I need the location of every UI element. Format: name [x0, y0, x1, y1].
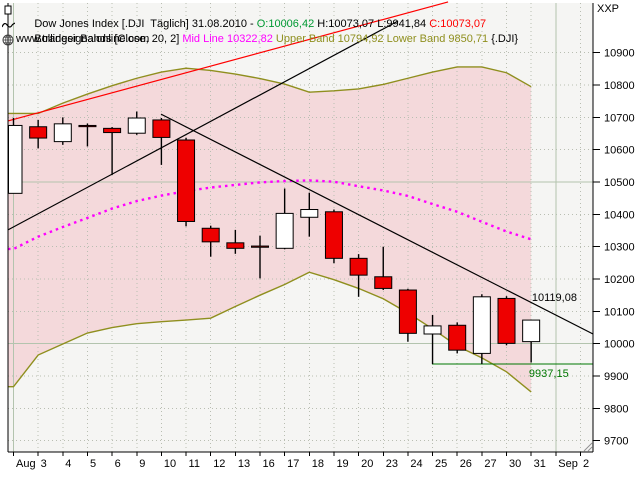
x-tick-label: 13 [238, 458, 250, 470]
candle-body-down [497, 297, 516, 344]
x-tick-label: 6 [115, 458, 121, 470]
close-value: C:10073,07 [429, 18, 487, 30]
bollinger-lower-band-line [8, 271, 532, 393]
candle-body-up [423, 325, 442, 335]
bollinger-band-fill [8, 66, 532, 392]
candle-body-down [226, 242, 245, 249]
x-tick-label: 4 [65, 458, 71, 470]
candle-body-down [152, 119, 171, 138]
lower-band-value: Lower Band 9850,71 [386, 33, 492, 45]
high-low-values: H:10073,07 L:9941,84 [317, 18, 430, 30]
x-tick-label: 26 [460, 458, 472, 470]
y-tick-label: 10600 [604, 145, 635, 157]
x-tick-label: 31 [534, 458, 546, 470]
indicator-symbol-suffix: {.DJI} [491, 33, 519, 45]
y-axis-labels: 10900 10800 10700 10600 10500 10400 10300 10200… [593, 48, 635, 448]
x-tick-label: 23 [386, 458, 398, 470]
candle-body-down [374, 276, 393, 289]
candle-body-up [53, 123, 72, 143]
watermark-url: www.tradesignalonline.com [16, 33, 150, 45]
support-value-label: 9937,15 [529, 368, 569, 380]
x-tick-label: 9 [139, 458, 145, 470]
candle-body-down [324, 211, 343, 259]
indicator-wave-icon [2, 18, 15, 32]
x-tick-label: Sep [558, 458, 578, 470]
candle-body-down [29, 126, 48, 139]
y-tick-label: 10900 [604, 48, 635, 60]
x-tick-label: 12 [213, 458, 225, 470]
x-axis-labels: Aug 3 4 5 6 9 10 11 12 13 16 17 18 19 20 23 24 25 26 27 30 31… [13, 452, 589, 470]
trendlines [7, 1, 594, 335]
x-tick-label: 16 [263, 458, 275, 470]
descending-resistance-trendline [160, 113, 594, 335]
resize-handle[interactable] [583, 442, 593, 452]
y-tick-label: 10800 [604, 80, 635, 92]
open-value: O:10006,42 [256, 18, 318, 30]
candle-body-down [251, 245, 269, 248]
y-tick-label: 10300 [604, 242, 635, 254]
candlestick-legend-icon [2, 3, 15, 17]
x-tick-label: 24 [410, 458, 422, 470]
x-tick-label: 27 [484, 458, 496, 470]
x-tick-label: 2 [583, 458, 589, 470]
candle-body-up [275, 212, 294, 249]
y-tick-label: 10700 [604, 112, 635, 124]
x-tick-label: 25 [435, 458, 447, 470]
x-tick-label: 10 [164, 458, 176, 470]
candle-body-down [398, 289, 417, 334]
y-tick-label: 10400 [604, 209, 635, 221]
indicator-title: Bollinger Bands [Close, 20, 2] [34, 33, 183, 45]
globe-icon [2, 33, 15, 47]
gridlines-solid [8, 3, 593, 452]
y-tick-label: 9700 [604, 436, 628, 448]
x-tick-label: Aug [16, 458, 36, 470]
y-tick-label: 9800 [604, 403, 628, 415]
chart-header-line1: Dow Jones Index [.DJI Täglich] 31.08.201… [0, 2, 600, 30]
candle-body-down [177, 139, 196, 222]
candle-body-down [448, 324, 467, 351]
candle-body-up [522, 319, 541, 343]
candle-body-down [201, 227, 220, 243]
candles [8, 111, 541, 365]
x-tick-label: 20 [361, 458, 373, 470]
trendline-value-label: 10119,08 [532, 292, 577, 304]
red-trendline [7, 1, 449, 122]
candle-body-up [127, 117, 146, 134]
candle-body-up [8, 124, 23, 194]
mid-band-value: Mid Line 10322,82 [182, 33, 276, 45]
instrument-title: Dow Jones Index [.DJI Täglich] 31.08.201… [34, 18, 257, 30]
x-tick-label: 11 [189, 458, 200, 470]
bollinger-upper-band-line [8, 66, 532, 115]
ascending-support-trendline [7, 20, 399, 231]
y-tick-label: 10100 [604, 306, 635, 318]
candle-body-down [78, 124, 97, 128]
x-tick-label: 3 [41, 458, 47, 470]
y-tick-label: 10200 [604, 274, 635, 286]
x-tick-label: 19 [336, 458, 348, 470]
y-tick-label: 9900 [604, 371, 628, 383]
x-tick-label: 30 [509, 458, 521, 470]
candle-body-up [472, 296, 491, 354]
axes [7, 3, 594, 453]
scale-unit-label: XXP [597, 3, 620, 15]
candle-body-down [103, 127, 122, 134]
candle-body-up [300, 209, 319, 218]
y-tick-label: 10000 [604, 339, 635, 351]
x-tick-label: 17 [287, 458, 299, 470]
upper-band-value: Upper Band 10794,92 [275, 33, 387, 45]
candle-body-down [349, 257, 368, 276]
y-tick-label: 10500 [604, 177, 635, 189]
watermark-row: www.tradesignalonline.com [0, 32, 400, 47]
chart-header-line2: Bollinger Bands [Close, 20, 2] Mid Line … [0, 17, 600, 45]
x-tick-label: 18 [312, 458, 324, 470]
x-tick-label: 5 [90, 458, 96, 470]
